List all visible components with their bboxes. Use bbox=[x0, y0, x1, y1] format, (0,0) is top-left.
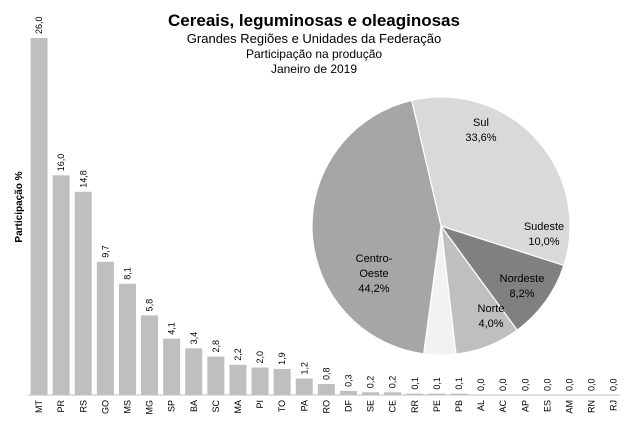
bar-pb bbox=[450, 393, 468, 395]
bar-mg bbox=[141, 315, 159, 395]
bar-value-label: 0,0 bbox=[564, 378, 574, 391]
x-tick-label: TO bbox=[277, 400, 287, 412]
bar-go bbox=[96, 261, 114, 395]
bar-value-label: 14,8 bbox=[78, 170, 88, 188]
bar-value-label: 0,0 bbox=[609, 378, 619, 391]
chart-subtitle-3: Janeiro de 2019 bbox=[271, 62, 357, 76]
pie-label-value: 33,6% bbox=[465, 132, 496, 144]
bar-pi bbox=[251, 367, 269, 395]
bar-value-label: 0,0 bbox=[587, 378, 597, 391]
x-tick-label: PA bbox=[299, 400, 309, 411]
bar-value-label: 4,1 bbox=[167, 322, 177, 335]
bar-value-label: 0,0 bbox=[542, 378, 552, 391]
pie-slice-sul bbox=[410, 96, 571, 267]
pie-label-value: 8,2% bbox=[509, 288, 534, 300]
pie-label-value: 10,0% bbox=[528, 236, 559, 248]
x-tick-label: BA bbox=[189, 400, 199, 412]
pie-label-name: Norte bbox=[478, 303, 505, 315]
bar-ba bbox=[185, 348, 203, 395]
x-tick-label: AL bbox=[476, 400, 486, 411]
x-tick-label: RN bbox=[587, 400, 597, 413]
bar-value-label: 0,0 bbox=[476, 378, 486, 391]
bar-pa bbox=[295, 378, 313, 395]
bar-ms bbox=[118, 283, 136, 395]
x-tick-label: PB bbox=[454, 400, 464, 412]
x-tick-label: MG bbox=[145, 400, 155, 415]
x-tick-label: GO bbox=[100, 400, 110, 414]
x-tick-label: DF bbox=[343, 400, 353, 412]
x-tick-label: MT bbox=[34, 400, 44, 413]
bar-rr bbox=[406, 393, 424, 395]
pie-label-name: Nordeste bbox=[500, 273, 545, 285]
bar-value-label: 9,7 bbox=[100, 245, 110, 258]
bar-pr bbox=[52, 175, 70, 395]
y-axis-label: Participação % bbox=[14, 171, 25, 242]
bar-value-label: 0,0 bbox=[498, 378, 508, 391]
pie-label-value: 44,2% bbox=[358, 283, 389, 295]
pie-label-name: Sul bbox=[473, 117, 489, 129]
bar-se bbox=[362, 392, 380, 395]
bar-mt bbox=[30, 38, 48, 395]
pie-slice-centro-oeste bbox=[311, 99, 442, 355]
bar-df bbox=[339, 390, 357, 395]
pie-label-name: Sudeste bbox=[524, 221, 564, 233]
bar-value-label: 0,2 bbox=[366, 376, 376, 389]
x-tick-label: MA bbox=[233, 400, 243, 414]
x-tick-label: RJ bbox=[609, 400, 619, 411]
bar-pe bbox=[428, 393, 446, 395]
x-tick-label: AP bbox=[520, 400, 530, 412]
bar-sp bbox=[163, 338, 181, 395]
bar-value-label: 3,4 bbox=[189, 332, 199, 345]
pie-label-name: Centro-Oeste bbox=[356, 253, 393, 280]
chart-title: Cereais, leguminosas e oleaginosas bbox=[168, 11, 460, 30]
x-tick-label: AM bbox=[564, 400, 574, 414]
x-tick-label: RS bbox=[78, 400, 88, 413]
bar-value-label: 5,8 bbox=[145, 299, 155, 312]
chart-subtitle-2: Participação na produção bbox=[246, 47, 382, 61]
pie-chart: Sul 33,6% Sudeste 10,0% Nordeste 8,2% Norte 4,0… bbox=[311, 96, 571, 356]
pie-label-value: 4,0% bbox=[478, 318, 503, 330]
x-tick-label: MS bbox=[122, 400, 132, 414]
bar-value-label: 1,2 bbox=[299, 362, 309, 375]
bar-value-label: 0,1 bbox=[432, 377, 442, 390]
bar-value-label: 2,0 bbox=[255, 351, 265, 364]
x-tick-label: ES bbox=[542, 400, 552, 412]
bar-value-label: 8,1 bbox=[122, 267, 132, 280]
x-tick-label: CE bbox=[388, 400, 398, 413]
bar-ce bbox=[384, 392, 402, 395]
x-tick-label: SP bbox=[167, 400, 177, 412]
x-tick-label: PI bbox=[255, 400, 265, 409]
x-tick-label: PR bbox=[56, 400, 66, 413]
x-tick-label: RR bbox=[410, 400, 420, 413]
bar-value-label: 2,2 bbox=[233, 348, 243, 361]
bar-value-label: 1,9 bbox=[277, 352, 287, 365]
bar-rs bbox=[74, 191, 92, 395]
x-tick-label: RO bbox=[321, 400, 331, 414]
x-tick-label: SC bbox=[211, 400, 221, 413]
x-tick-label: SE bbox=[366, 400, 376, 412]
x-tick-label: AC bbox=[498, 400, 508, 413]
bar-value-label: 0,1 bbox=[410, 377, 420, 390]
bar-chart: 26,0 MT 16,0 PR 14,8 RS 9,7 GO 8,1 MS 5,8 MG 4,1 SP 3,… bbox=[30, 16, 619, 415]
bar-value-label: 0,2 bbox=[388, 376, 398, 389]
bar-value-label: 26,0 bbox=[34, 16, 44, 34]
chart-subtitle: Grandes Regiões e Unidades da Federação bbox=[187, 31, 441, 46]
bar-value-label: 16,0 bbox=[56, 154, 66, 172]
bar-to bbox=[273, 368, 291, 395]
x-tick-label: PE bbox=[432, 400, 442, 412]
bar-value-label: 0,1 bbox=[454, 377, 464, 390]
bar-value-label: 0,0 bbox=[520, 378, 530, 391]
pie-slice-sudeste bbox=[439, 224, 565, 331]
bar-value-label: 0,3 bbox=[343, 374, 353, 387]
bar-sc bbox=[207, 356, 225, 395]
bar-ro bbox=[317, 384, 335, 395]
bar-value-label: 2,8 bbox=[211, 340, 221, 353]
bar-value-label: 0,8 bbox=[321, 368, 331, 381]
bar-ma bbox=[229, 364, 247, 395]
